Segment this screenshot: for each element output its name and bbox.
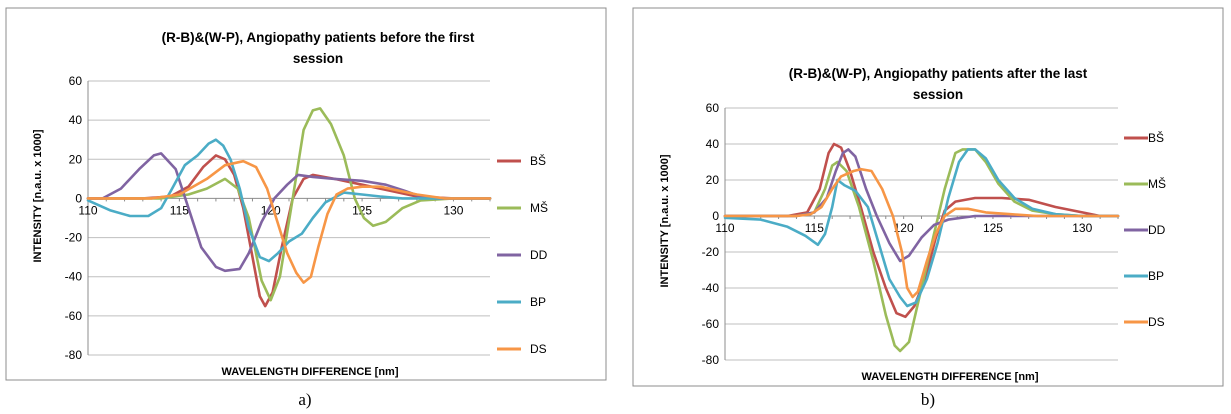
chart-b-series-line-3 <box>723 148 1120 263</box>
chart-b-series-line-4 <box>723 148 1120 308</box>
chart-a-y-tick-labels: 60 40 20 0 -20 -40 -60 -80 <box>65 74 83 362</box>
chart-a-frame <box>5 7 607 381</box>
chart-b-y-tick-label: -60 <box>702 317 720 331</box>
chart-b-y-tick-label: 0 <box>712 209 719 223</box>
chart-a-title-line-1: (R-B)&(W-P), Angiopathy patients before … <box>162 30 475 45</box>
chart-b-title-line-2: session <box>913 87 963 102</box>
chart-b-y-tick-label: -40 <box>702 281 720 295</box>
chart-b-x-tick-label: 120 <box>894 221 914 235</box>
chart-b-legend-label: DD <box>1148 223 1166 237</box>
chart-a-x-tick-label: 125 <box>352 203 372 217</box>
chart-b-x-tick-label: 130 <box>1072 221 1092 235</box>
chart-b-series <box>723 142 1120 353</box>
chart-a-x-tick-label: 110 <box>78 203 97 217</box>
chart-a-y-tick-label: 40 <box>69 113 83 127</box>
chart-b-series-line-2 <box>723 148 1120 353</box>
chart-b-x-tick-labels: 110 115 120 125 130 <box>715 221 1092 235</box>
chart-b-legend-label: DS <box>1148 315 1165 329</box>
chart-a-y-axis-title: INTENSITY [n.a.u. x 1000] <box>32 129 44 262</box>
chart-b-frame <box>632 7 1224 387</box>
chart-b-y-axis-title: INTENSITY [n.a.u. x 1000] <box>659 154 671 287</box>
chart-a-series-line-5 <box>86 159 492 284</box>
chart-panel-b: (R-B)&(W-P), Angiopathy patients after t… <box>632 7 1224 387</box>
chart-b-legend: BŠ MŠ DD BP DS <box>1124 130 1166 329</box>
chart-a-series <box>86 107 492 308</box>
chart-a-y-tick-label: -60 <box>65 309 83 323</box>
chart-a-x-axis-title: WAVELENGTH DIFFERENCE [nm] <box>221 366 398 378</box>
chart-a-title-line-2: session <box>293 51 343 66</box>
chart-a-y-tick-label: -80 <box>65 348 83 362</box>
chart-b-title-line-1: (R-B)&(W-P), Angiopathy patients after t… <box>789 66 1088 81</box>
chart-a-legend: BŠ MŠ DD BP DS <box>497 153 548 356</box>
chart-a-y-tick-label: 0 <box>75 191 82 205</box>
chart-a-series-line-4 <box>86 138 492 263</box>
chart-a-y-tick-label: -20 <box>65 231 83 245</box>
chart-b-y-tick-label: 60 <box>706 101 720 115</box>
chart-b-y-tick-label: -80 <box>702 353 720 367</box>
chart-b-x-tick-label: 125 <box>983 221 1003 235</box>
chart-a-legend-label: BP <box>530 295 546 309</box>
chart-a-y-tick-label: 20 <box>69 152 83 166</box>
chart-a-legend-label: MŠ <box>530 200 548 215</box>
chart-a-legend-label: DS <box>530 342 547 356</box>
chart-a-y-tick-label: 60 <box>69 74 83 88</box>
chart-b-x-tick-label: 115 <box>805 221 824 235</box>
chart-b-series-line-1 <box>723 142 1120 319</box>
chart-b-y-tick-label: 20 <box>706 173 720 187</box>
chart-b-x-tick-label: 110 <box>715 221 734 235</box>
chart-a-x-tick-labels: 110 115 120 125 130 <box>78 203 463 217</box>
caption-a: a) <box>298 390 311 409</box>
chart-b-legend-label: MŠ <box>1148 176 1166 191</box>
chart-b-y-tick-label: -20 <box>702 245 720 259</box>
caption-b: b) <box>921 390 935 409</box>
chart-a-y-tick-label: -40 <box>65 270 83 284</box>
chart-b-y-tick-labels: 60 40 20 0 -20 -40 -60 -80 <box>702 101 720 367</box>
chart-b-legend-label: BŠ <box>1148 130 1164 145</box>
chart-a-x-tick-label: 130 <box>443 203 463 217</box>
chart-a-legend-label: DD <box>530 248 548 262</box>
chart-b-legend-label: BP <box>1148 269 1164 283</box>
chart-panel-a: (R-B)&(W-P), Angiopathy patients before … <box>5 7 607 381</box>
chart-a-series-line-3 <box>86 152 492 273</box>
chart-b-series-line-5 <box>723 167 1120 299</box>
chart-a-x-tick-label: 115 <box>170 203 189 217</box>
chart-b-y-tick-label: 40 <box>706 137 720 151</box>
chart-a-series-line-2 <box>86 107 492 302</box>
chart-b-x-axis-title: WAVELENGTH DIFFERENCE [nm] <box>861 371 1038 383</box>
chart-a-legend-label: BŠ <box>530 153 546 168</box>
